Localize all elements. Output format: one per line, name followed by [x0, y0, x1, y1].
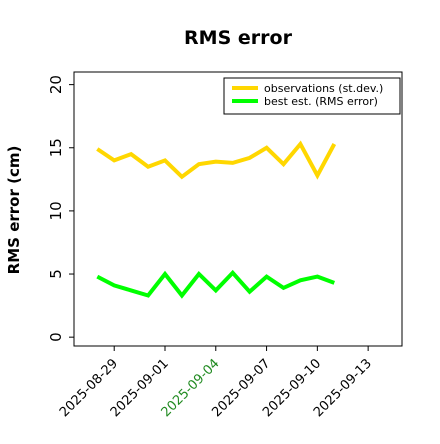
y-axis-label: RMS error (cm)	[5, 146, 23, 275]
plot-frame	[73, 71, 403, 347]
y-tick-label: 15	[47, 138, 65, 157]
y-tick-label: 20	[47, 75, 65, 94]
plot-area: 051015202025-08-292025-09-012025-09-0420…	[47, 71, 403, 420]
series-line-0	[96, 140, 337, 180]
y-tick-label: 10	[47, 201, 65, 220]
y-tick-label: 5	[47, 269, 65, 279]
legend-label: best est. (RMS error)	[264, 95, 378, 108]
legend: observations (st.dev.)best est. (RMS err…	[223, 77, 401, 115]
series-line-1	[96, 269, 335, 299]
legend-box	[223, 77, 401, 115]
legend-label: observations (st.dev.)	[264, 82, 383, 95]
y-tick-label: 0	[47, 332, 65, 342]
chart-title: RMS error	[184, 27, 293, 49]
